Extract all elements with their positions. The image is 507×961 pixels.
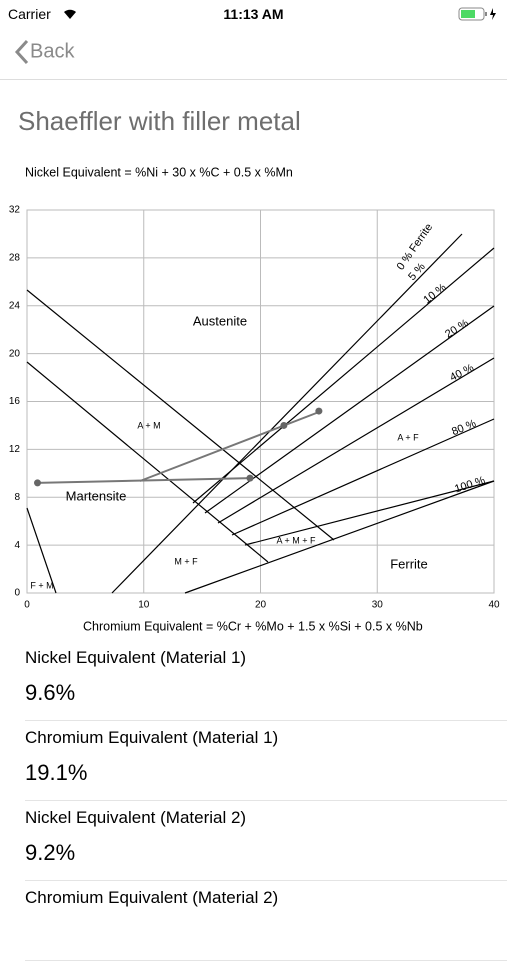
nav-divider	[0, 79, 507, 80]
region-label: A + F	[397, 432, 419, 442]
x-tick-label: 40	[488, 600, 500, 611]
data-point	[246, 474, 254, 482]
y-tick-label: 4	[14, 540, 20, 551]
y-tick-label: 8	[14, 492, 20, 503]
x-tick-label: 10	[138, 600, 150, 611]
time: 11:13 AM	[223, 6, 284, 22]
data-point	[34, 479, 42, 487]
result-value: 19.1%	[25, 760, 88, 785]
result-label: Chromium Equivalent (Material 1)	[25, 728, 279, 747]
x-tick-label: 20	[255, 600, 267, 611]
page: Carrier 11:13 AM Back Shaeffler with fil…	[0, 6, 507, 961]
data-point	[315, 407, 323, 415]
y-tick-label: 12	[9, 444, 21, 455]
battery-icon	[458, 7, 496, 21]
page-title: Shaeffler with filler metal	[18, 106, 301, 136]
region-label: Ferrite	[390, 556, 428, 571]
ferrite-line-label: 100 %	[453, 474, 487, 495]
region-label: Austenite	[193, 313, 247, 328]
data-point	[280, 421, 288, 429]
result-item: Nickel Equivalent (Material 1) 9.6%	[25, 640, 507, 721]
region-label: A + M	[137, 420, 160, 430]
ferrite-line-label: 40 %	[448, 362, 476, 384]
region-label: F + M	[30, 580, 53, 590]
ferrite-line-label: 20 %	[443, 317, 471, 341]
x-axis-label: Chromium Equivalent = %Cr + %Mo + 1.5 x …	[83, 619, 423, 633]
tie-line	[139, 411, 320, 482]
result-label: Nickel Equivalent (Material 2)	[25, 808, 247, 827]
chart: Nickel Equivalent = %Ni + 30 x %C + 0.5 …	[9, 165, 500, 633]
result-item: Nickel Equivalent (Material 2) 9.2%	[25, 800, 507, 881]
back-label: Back	[30, 40, 75, 63]
ferrite-line-label: 10 %	[421, 281, 448, 306]
x-tick-label: 0	[24, 600, 30, 611]
back-button[interactable]: Back	[14, 38, 74, 68]
diagram-lines	[26, 233, 495, 594]
ferrite-line-label: 80 %	[450, 418, 478, 439]
result-item: Chromium Equivalent (Material 1) 19.1%	[25, 720, 507, 801]
y-tick-label: 20	[9, 348, 21, 359]
region-label: M + F	[174, 556, 198, 566]
result-label: Nickel Equivalent (Material 1)	[25, 648, 247, 667]
y-tick-label: 28	[9, 253, 21, 264]
wifi-icon	[64, 9, 76, 19]
y-tick-label: 16	[9, 396, 21, 407]
results-list: Nickel Equivalent (Material 1) 9.6% Chromi…	[0, 640, 507, 961]
x-tick-label: 30	[372, 600, 384, 611]
y-tick-label: 0	[14, 588, 20, 599]
back-chevron	[14, 39, 29, 65]
y-tick-label: 24	[9, 300, 21, 311]
mix-line	[37, 477, 251, 484]
y-axis-label: Nickel Equivalent = %Ni + 30 x %C + 0.5 …	[25, 165, 293, 179]
result-label: Chromium Equivalent (Material 2)	[25, 888, 279, 907]
result-value: 9.2%	[25, 840, 76, 865]
region-label: A + M + F	[276, 535, 316, 545]
region-label: Martensite	[66, 488, 127, 503]
y-tick-label: 32	[9, 205, 21, 216]
result-value: 9.6%	[25, 680, 76, 705]
carrier: Carrier	[8, 6, 51, 22]
result-item: Chromium Equivalent (Material 2)	[25, 880, 507, 961]
